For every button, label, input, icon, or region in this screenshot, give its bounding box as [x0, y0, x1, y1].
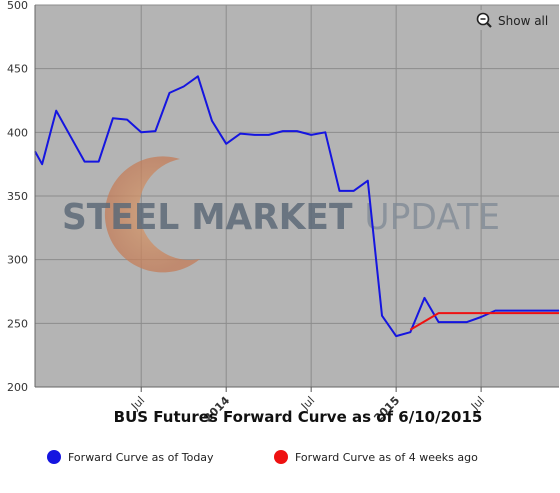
- legend-label: Forward Curve as of 4 weeks ago: [295, 451, 478, 464]
- show-all-button-bg[interactable]: [474, 10, 550, 30]
- legend-item-2: Forward Curve as of 4 weeks ago: [274, 450, 478, 464]
- chart-title: BUS Futures Forward Curve as of 6/10/201…: [114, 408, 483, 426]
- watermark-line-b: UPDATE: [364, 197, 500, 238]
- watermark-text: STEEL MARKET UPDATE: [62, 197, 500, 238]
- y-tick-label: 200: [7, 381, 28, 394]
- watermark-crescent: [104, 156, 200, 273]
- axes: [34, 5, 559, 388]
- legend-marker: [274, 450, 288, 464]
- grid-lines: [35, 4, 559, 388]
- series-line-2: [409, 312, 559, 331]
- y-tick-label: 450: [7, 63, 28, 76]
- legend-item-1: Forward Curve as of Today: [47, 450, 214, 464]
- watermark: STEEL MARKET UPDATE: [62, 156, 500, 273]
- series-lines: [34, 75, 559, 338]
- watermark-line-a: STEEL MARKET: [62, 197, 364, 238]
- show-all-label[interactable]: Show all: [498, 14, 548, 28]
- zoom-out-magnifier-icon[interactable]: [476, 12, 492, 28]
- legend-label: Forward Curve as of Today: [68, 451, 214, 464]
- y-tick-label: 300: [7, 254, 28, 267]
- y-axis-ticks: 200 250 300 350 400 450 500: [7, 0, 28, 394]
- series-line-1: [34, 75, 559, 338]
- y-tick-label: 350: [7, 190, 28, 203]
- y-tick-label: 250: [7, 317, 28, 330]
- legend: Forward Curve as of Today Forward Curve a…: [47, 450, 478, 464]
- show-all-button[interactable]: Show all: [474, 10, 550, 30]
- y-tick-label: 400: [7, 126, 28, 139]
- legend-marker: [47, 450, 61, 464]
- y-tick-label: 500: [7, 0, 28, 12]
